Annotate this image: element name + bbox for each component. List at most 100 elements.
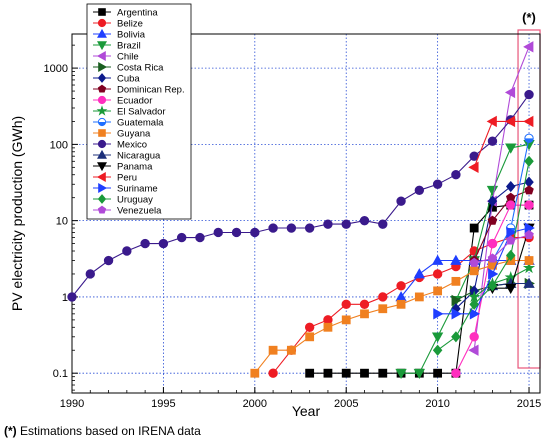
data-point <box>396 281 406 291</box>
data-point <box>451 294 462 307</box>
y-tick-label: 1000 <box>44 63 68 75</box>
x-tick-label: 2015 <box>517 398 541 410</box>
data-point <box>469 308 481 320</box>
data-point <box>487 215 498 225</box>
data-point <box>488 268 499 280</box>
annotation-label: (*) <box>522 10 536 25</box>
legend-item: Ecuador <box>93 95 152 106</box>
legend-marker <box>96 51 106 61</box>
legend-marker <box>97 139 107 149</box>
legend-label: Suriname <box>117 183 158 194</box>
legend-item: Suriname <box>93 183 158 194</box>
data-point <box>413 368 426 380</box>
legend-label: Mexico <box>117 139 147 150</box>
data-point <box>433 368 443 378</box>
x-tick-label: 1995 <box>151 398 175 410</box>
data-point <box>469 266 479 276</box>
legend-marker <box>97 149 107 159</box>
x-tick-label: 2010 <box>425 398 449 410</box>
data-point <box>524 256 534 265</box>
legend-item: Mexico <box>93 139 147 150</box>
data-point <box>414 185 425 195</box>
legend-label: Bolivia <box>117 29 146 40</box>
legend-label: Brazil <box>117 40 141 51</box>
data-point <box>505 180 516 193</box>
legend-item: Peru <box>93 172 137 183</box>
series-venezuela <box>469 229 534 267</box>
data-point <box>360 309 369 319</box>
legend-label: Nicaragua <box>117 150 161 161</box>
data-point <box>451 331 461 343</box>
y-tick-label: 1 <box>62 292 68 304</box>
legend-label: Peru <box>117 172 137 183</box>
data-point <box>506 200 516 210</box>
data-point <box>140 238 150 249</box>
legend-marker <box>97 84 107 93</box>
data-point <box>359 299 370 310</box>
data-point <box>341 368 351 378</box>
legend-item: Brazil <box>93 40 141 51</box>
legend-marker <box>97 73 107 83</box>
data-point <box>286 345 296 355</box>
data-point <box>360 368 369 378</box>
series-ecuador <box>451 200 534 378</box>
data-point <box>304 223 315 233</box>
data-point <box>451 276 461 286</box>
data-point <box>486 115 497 128</box>
marker-fill <box>524 138 534 143</box>
series-suriname <box>433 222 535 320</box>
data-point <box>451 368 461 378</box>
legend-label: Guatemala <box>117 117 164 128</box>
data-point <box>524 200 534 210</box>
data-point <box>359 215 370 226</box>
data-point <box>487 238 498 249</box>
data-point <box>250 227 260 238</box>
data-point <box>305 368 315 378</box>
legend-label: Chile <box>117 51 139 62</box>
data-point <box>524 89 534 100</box>
x-tick-label: 2000 <box>243 398 267 410</box>
data-point <box>487 253 498 263</box>
data-point <box>231 227 242 238</box>
legend-marker <box>98 62 108 72</box>
data-point <box>505 235 516 245</box>
data-point <box>396 196 406 206</box>
series-line <box>401 143 530 374</box>
x-axis-title: Year <box>292 403 321 419</box>
data-point <box>268 345 278 355</box>
data-point <box>450 254 462 265</box>
legend-item: Dominican Rep. <box>93 84 185 95</box>
legend-item: Guatemala <box>93 117 164 128</box>
data-point <box>469 332 479 342</box>
series-mexico <box>67 89 534 302</box>
data-point <box>432 344 443 356</box>
data-point <box>341 299 351 310</box>
data-point <box>524 133 534 144</box>
legend-item: Bolivia <box>93 28 146 40</box>
y-tick-label: 0.1 <box>53 368 68 380</box>
data-point <box>213 227 223 238</box>
legend-item: Guyana <box>93 128 151 139</box>
legend-marker <box>98 183 108 193</box>
legend-item: Belize <box>93 18 143 29</box>
data-point <box>67 292 77 302</box>
data-point <box>505 249 516 262</box>
legend-label: Panama <box>117 161 153 172</box>
data-point <box>323 322 333 332</box>
legend-item: Cuba <box>93 73 140 84</box>
series-line <box>473 267 530 298</box>
plot-frame <box>71 33 541 394</box>
legend-label: Costa Rica <box>117 62 164 73</box>
legend-label: Argentina <box>117 7 158 18</box>
data-point <box>433 286 443 296</box>
series-line <box>473 46 530 351</box>
data-point <box>451 308 462 320</box>
data-point <box>504 115 516 128</box>
data-point <box>524 155 534 167</box>
legend-marker <box>97 28 107 38</box>
data-point <box>523 41 534 53</box>
data-point <box>487 195 498 207</box>
data-point <box>195 232 205 243</box>
series-line <box>473 189 530 261</box>
legend-marker <box>96 105 108 116</box>
